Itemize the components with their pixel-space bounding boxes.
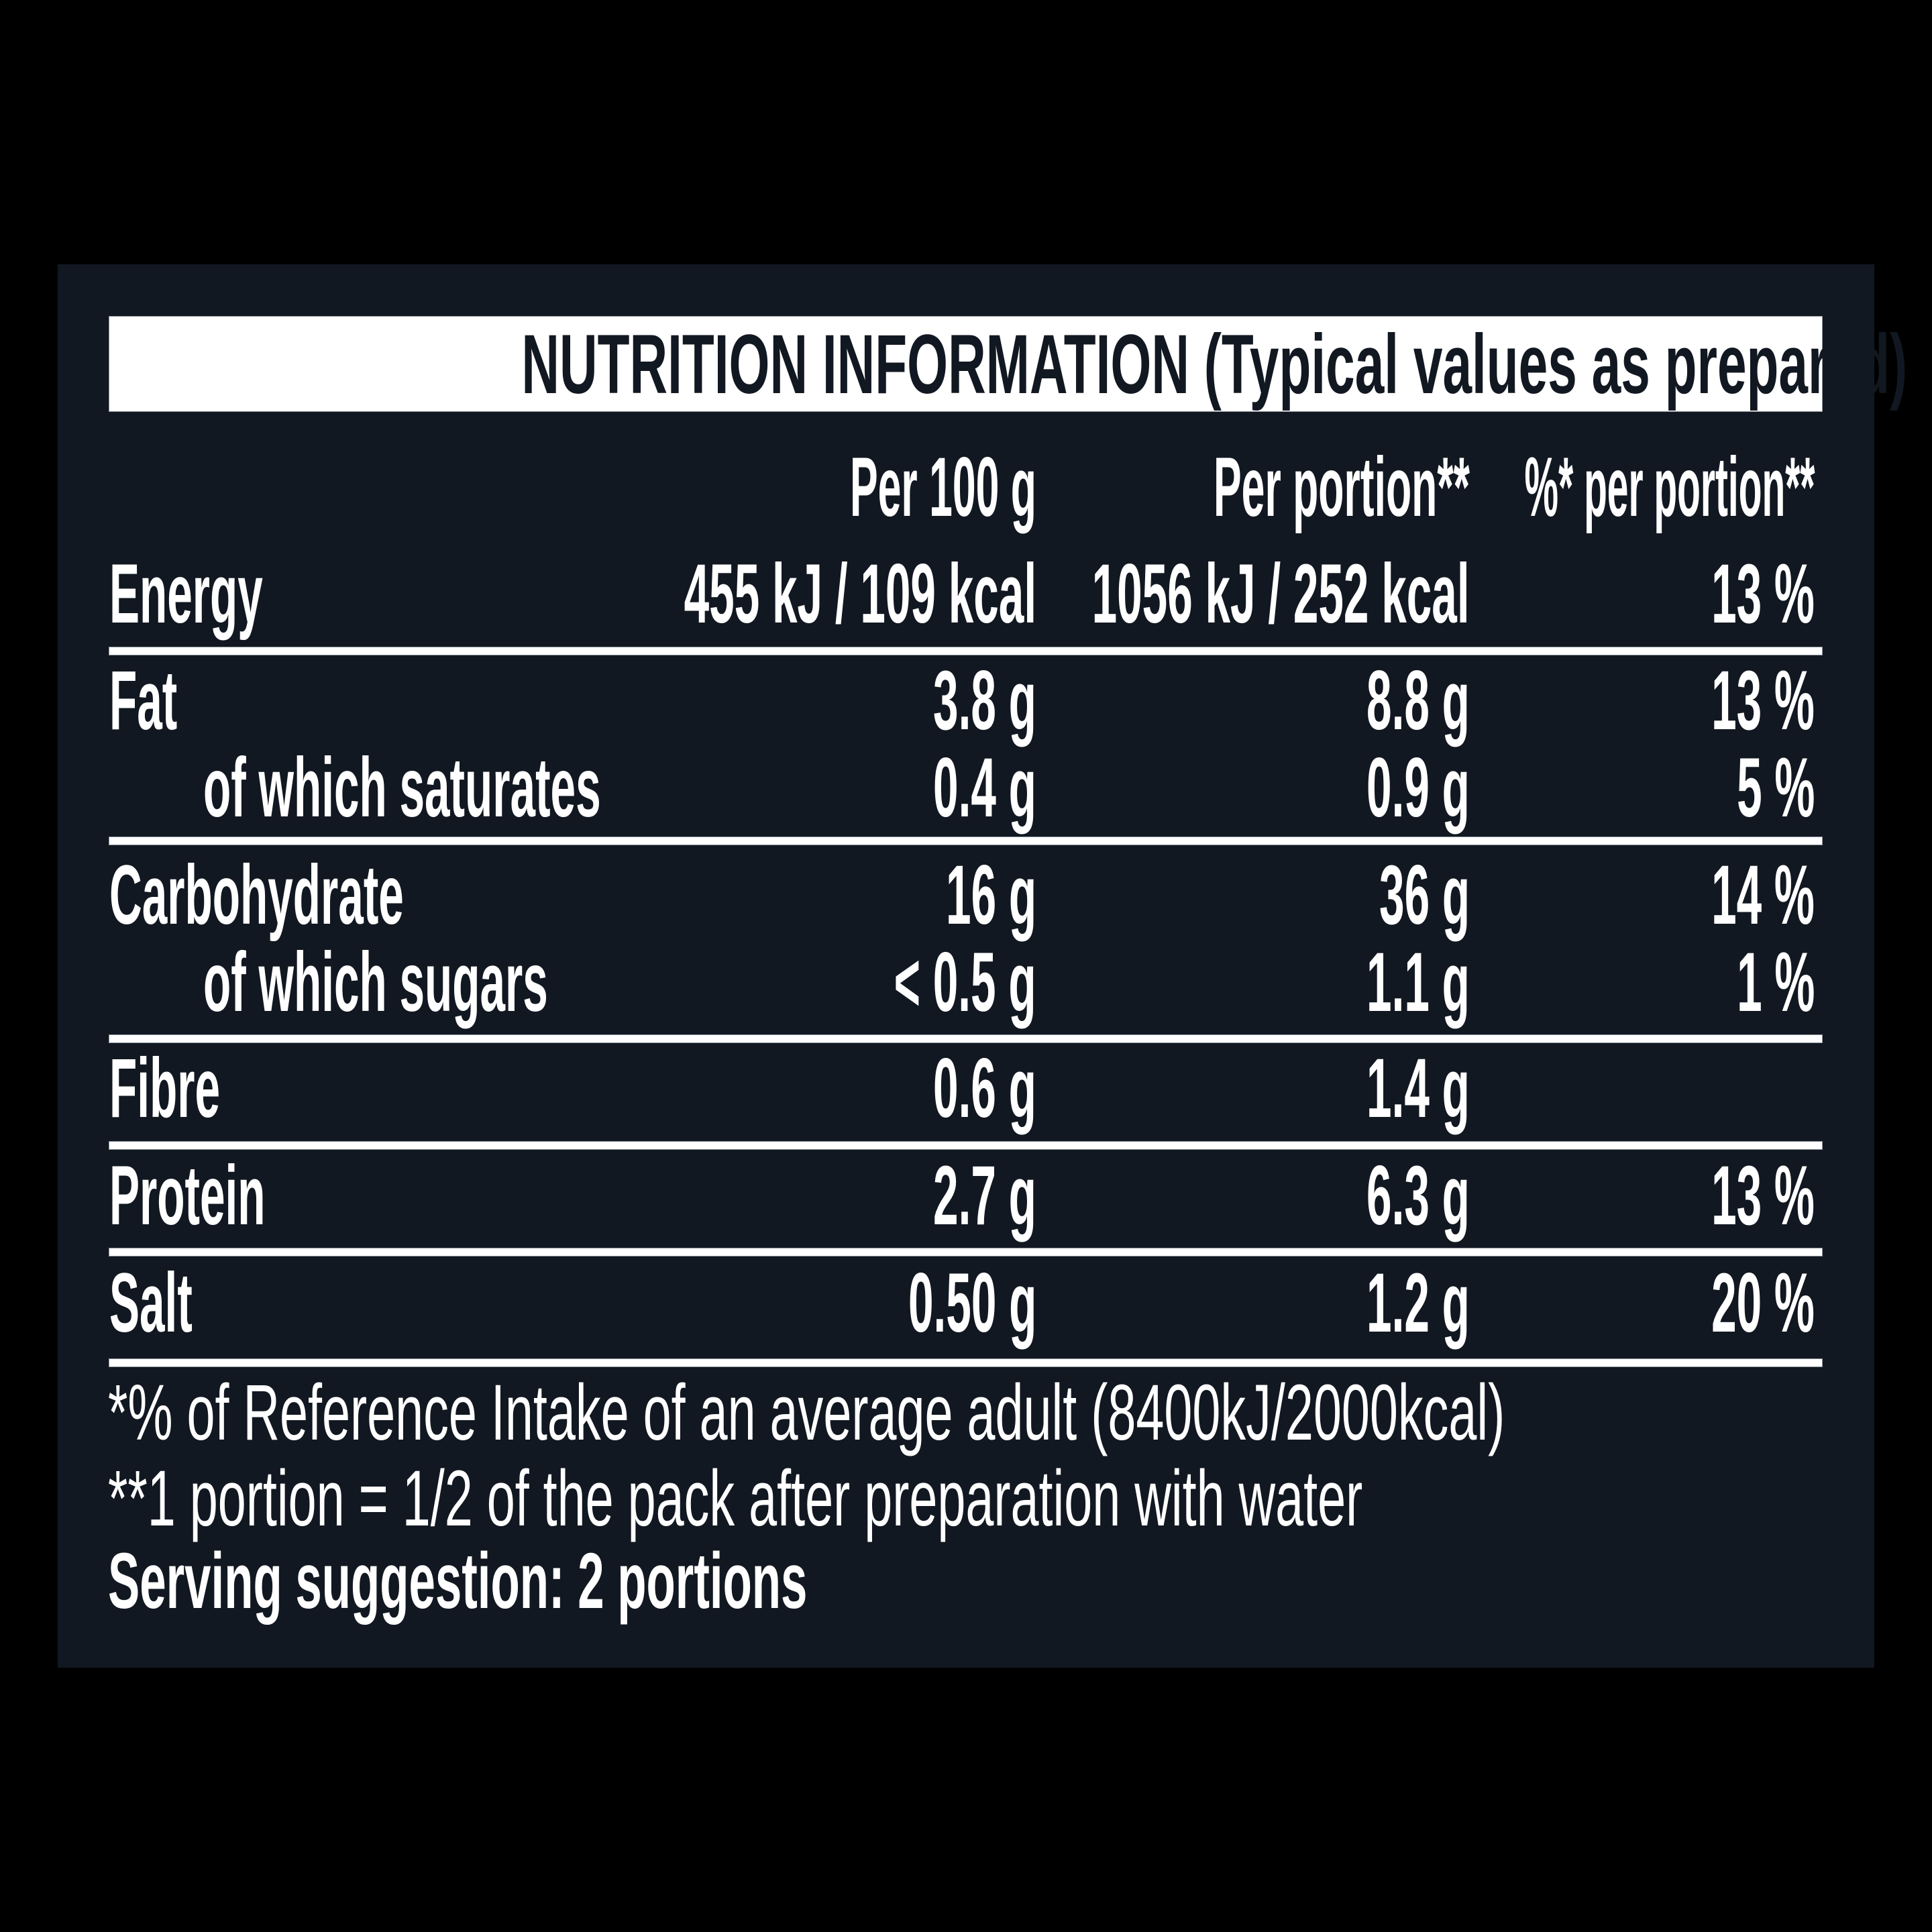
table-header-row: Per 100 g Per portion** %* per portion** (109, 445, 1822, 529)
divider (109, 647, 1822, 655)
row-label: Fat (109, 654, 178, 747)
cell-per-portion: 36 g (1379, 849, 1470, 942)
row-label: of which saturates (203, 741, 601, 835)
cell-per-portion: 8.8 g (1366, 654, 1470, 747)
cell-per-portion: 1.1 g (1366, 936, 1470, 1029)
cell-per-portion: 1.2 g (1366, 1256, 1470, 1350)
cell-ri-percent: 13 % (1711, 547, 1815, 641)
table-row-carbohydrate: Carbohydrate 16 g 36 g 14 % (109, 853, 1822, 937)
cell-per-portion: 1.4 g (1366, 1042, 1470, 1135)
divider (109, 1248, 1822, 1256)
table-row-fibre: Fibre 0.6 g 1.4 g (109, 1046, 1822, 1130)
divider (109, 1142, 1822, 1149)
row-label: Carbohydrate (109, 849, 404, 942)
nutrition-panel (58, 264, 1874, 1668)
table-row-energy: Energy 455 kJ / 109 kcal 1056 kJ / 252 k… (109, 552, 1822, 636)
row-label: Energy (109, 547, 263, 641)
column-header-per-portion: Per portion** (1214, 441, 1470, 534)
cell-ri-percent: 5 % (1736, 741, 1815, 835)
row-label: of which sugars (203, 936, 548, 1029)
table-row-fat: Fat 3.8 g 8.8 g 13 % (109, 659, 1822, 743)
page-title: NUTRITION INFORMATION (Typical values as… (109, 323, 1907, 407)
cell-ri-percent (1814, 1046, 1815, 1130)
cell-ri-percent: 13 % (1711, 654, 1815, 747)
title-banner: NUTRITION INFORMATION (Typical values as… (109, 317, 1907, 411)
title-label: NUTRITION INFORMATION (Typical values as… (521, 318, 1908, 411)
column-header-ri-percent: %* per portion** (1524, 441, 1815, 534)
cell-per-portion: 0.9 g (1366, 741, 1470, 835)
cell-ri-percent: 13 % (1711, 1149, 1815, 1242)
table-row-salt: Salt 0.50 g 1.2 g 20 % (109, 1261, 1822, 1345)
row-label: Fibre (109, 1042, 221, 1135)
footnote-reference-intake: *% of Reference Intake of an average adu… (108, 1368, 1505, 1457)
divider (109, 1359, 1822, 1366)
serving-suggestion: Serving suggestion: 2 portions (108, 1537, 808, 1625)
cell-ri-percent: 14 % (1711, 849, 1815, 942)
cell-ri-percent: 1 % (1736, 936, 1815, 1029)
table-row-sugars: of which sugars < 0.5 g 1.1 g 1 % (109, 941, 1822, 1024)
footnote-portion-definition: **1 portion = 1/2 of the pack after prep… (108, 1454, 1363, 1543)
cell-per-portion: 1056 kJ / 252 kcal (1091, 547, 1470, 641)
cell-ri-percent: 20 % (1711, 1256, 1815, 1350)
table-row-saturates: of which saturates 0.4 g 0.9 g 5 % (109, 746, 1822, 830)
cell-per-portion: 6.3 g (1366, 1149, 1470, 1242)
divider (109, 1035, 1822, 1042)
row-label: Salt (109, 1256, 193, 1350)
row-label: Protein (109, 1149, 266, 1242)
table-row-protein: Protein 2.7 g 6.3 g 13 % (109, 1154, 1822, 1238)
divider (109, 837, 1822, 845)
